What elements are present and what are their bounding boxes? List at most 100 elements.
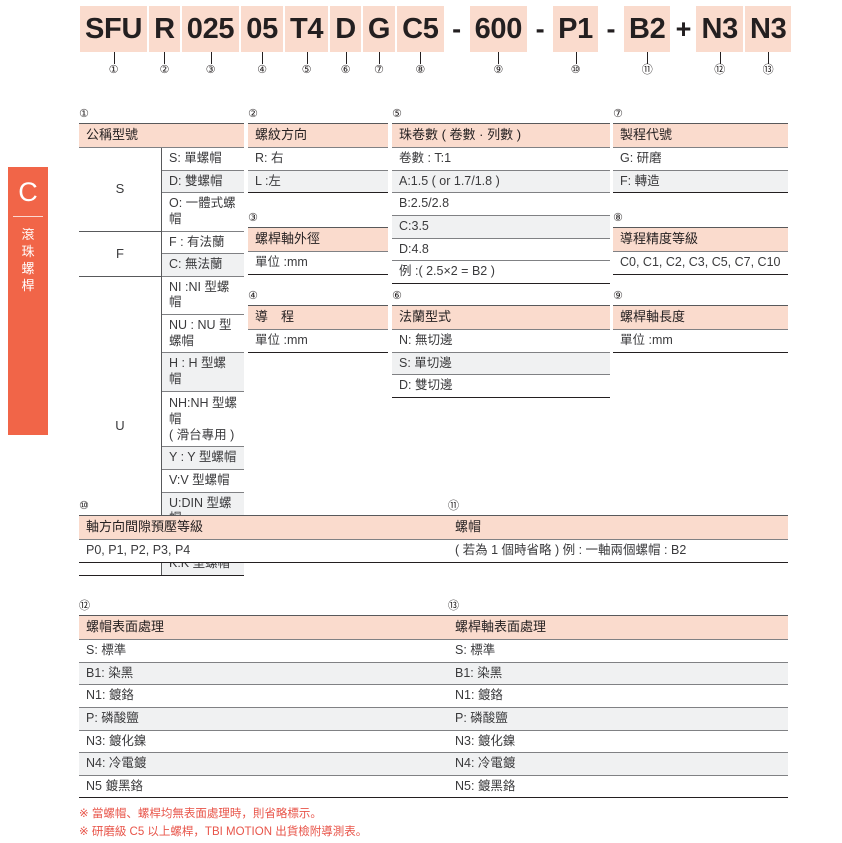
section-2-number: ② [248,108,258,120]
section-7-number: ⑦ [613,108,623,120]
designation-code-cell: 025 [181,6,240,52]
section-6-flange-type: ⑥ 法蘭型式 N: 無切邊 S: 單切邊 D: 雙切邊 [392,290,610,398]
section-7-header: 製程代號 [613,123,788,148]
table-row: N4: 冷電鍍 [448,752,788,776]
section-9-header: 螺桿軸長度 [613,305,788,330]
designation-code-row: SFU R 025 05 T4 D G C5-600- P1- B2 + N3 N3 [80,6,793,52]
section-11-nut-count: ⑪ 螺帽 ( 若為 1 個時省略 ) 例 : 一軸兩個螺帽 : B2 [448,500,788,563]
table-row: Y : Y 型螺帽 [161,446,244,470]
section-12-nut-surface-treatment: ⑫ 螺帽表面處理 S: 標準 B1: 染黑 N1: 鍍鉻 P: 磷酸鹽 N3: … [79,600,449,799]
section-5-table: 珠卷數 ( 卷數 · 列數 ) 卷數 : T:1 A:1.5 ( or 1.7/… [392,123,610,284]
section-3-table: 螺桿軸外徑 單位 :mm [248,227,388,275]
section-6-table: 法蘭型式 N: 無切邊 S: 單切邊 D: 雙切邊 [392,305,610,398]
section-5-ball-circuits: ⑤ 珠卷數 ( 卷數 · 列數 ) 卷數 : T:1 A:1.5 ( or 1.… [392,108,610,284]
table-row: P0, P1, P2, P3, P4 [79,539,449,563]
table-row: A:1.5 ( or 1.7/1.8 ) [392,169,610,194]
table-row: P: 磷酸鹽 [79,706,449,731]
table-row: ( 若為 1 個時省略 ) 例 : 一軸兩個螺帽 : B2 [448,539,788,563]
leader-line [647,52,649,64]
leader-marker: ⑪ [641,64,653,76]
table-row: 卷數 : T:1 [392,147,610,171]
section-1-header: 公稱型號 [79,123,244,148]
designation-code-cell: R [149,6,180,52]
table-row: L :左 [248,169,388,194]
leader-marker: ⑦ [374,64,384,76]
leader-marker: ⑤ [301,64,312,76]
table-row: D: 雙螺帽 [161,169,244,194]
table-row: V:V 型螺帽 [161,468,244,493]
table-row: C: 無法蘭 [161,253,244,277]
footnote-2: ※ 研磨級 C5 以上螺桿，TBI MOTION 出貨檢附導測表。 [79,825,368,838]
leader-marker: ⑩ [570,64,581,76]
table-row: P: 磷酸鹽 [448,706,788,731]
designation-code-cell: D [330,6,361,52]
table-row: D:4.8 [392,237,610,262]
table-row: C0, C1, C2, C3, C5, C7, C10 [613,251,788,275]
designation-code-cell: N3 [744,6,792,52]
table-row: B1: 染黑 [79,661,449,686]
section-13-header: 螺桿軸表面處理 [448,615,788,640]
leader-marker: ⑨ [493,64,504,76]
section-3-header: 螺桿軸外徑 [248,227,388,252]
section-2-thread-direction: ② 螺紋方向 R: 右 L :左 [248,108,388,194]
table-row: N1: 鍍鉻 [448,684,788,708]
table-row: S: 標準 [448,639,788,663]
leader-line [113,52,115,64]
section-2-header: 螺紋方向 [248,123,388,148]
leader-marker: ⑬ [762,64,774,76]
section-10-header: 軸方向間隙預壓等級 [79,515,449,540]
section-2-table: 螺紋方向 R: 右 L :左 [248,123,388,194]
chapter-label: 滾珠螺桿 [21,227,35,294]
chapter-letter: C [18,177,38,207]
leader-line [306,52,308,64]
table-row: 例 :( 2.5×2 = B2 ) [392,260,610,284]
designation-code-cell: G [362,6,396,52]
section-10-table: 軸方向間隙預壓等級 P0, P1, P2, P3, P4 [79,515,449,563]
table-row: F : 有法蘭 [161,230,244,255]
leader-marker: ① [108,64,119,76]
leader-line [575,52,577,64]
section-12-table: 螺帽表面處理 S: 標準 B1: 染黑 N1: 鍍鉻 P: 磷酸鹽 N3: 鍍化… [79,615,449,799]
table-row: 單位 :mm [248,251,388,275]
designation-separator: - [452,13,462,44]
section-3-number: ③ [248,212,258,224]
section-13-shaft-surface-treatment: ⑬ 螺桿軸表面處理 S: 標準 B1: 染黑 N1: 鍍鉻 P: 磷酸鹽 N3:… [448,600,788,799]
leader-line [420,52,422,64]
designation-code-cell: C5 [397,6,444,52]
table-row: N5: 鍍黑鉻 [448,774,788,799]
leader-line [210,52,212,64]
leader-marker: ③ [205,64,216,76]
table-row: S: 單螺帽 [161,147,244,171]
chapter-divider [13,216,43,217]
table-row: N4: 冷電鍍 [79,752,449,776]
section-12-number: ⑫ [79,600,90,612]
leader-line [719,52,721,64]
table-row: G: 研磨 [613,147,788,171]
leader-marker: ⑫ [714,64,726,76]
table-row: N3: 鍍化鎳 [79,729,449,754]
designation-separator: - [535,13,545,44]
section-5-header: 珠卷數 ( 卷數 · 列數 ) [392,123,610,148]
section-11-number: ⑪ [448,500,459,512]
leader-line [262,52,264,64]
leader-line [164,52,166,64]
table-row: H : H 型螺帽 [161,352,244,392]
table-row: B1: 染黑 [448,661,788,686]
footnote-1: ※ 當螺帽、螺桿均無表面處理時，則省略標示。 [79,808,322,820]
section-8-table: 導程精度等級 C0, C1, C2, C3, C5, C7, C10 [613,227,788,275]
chapter-side-tab: C 滾珠螺桿 [8,167,48,435]
section-9-table: 螺桿軸長度 單位 :mm [613,305,788,353]
table-row: O: 一體式螺帽 [161,192,244,232]
table-row: F: 轉造 [613,169,788,194]
designation-code-cell: SFU [80,6,148,52]
section-11-header: 螺帽 [448,515,788,540]
section-11-table: 螺帽 ( 若為 1 個時省略 ) 例 : 一軸兩個螺帽 : B2 [448,515,788,563]
leader-line [378,52,380,64]
designation-code-cell: N3 [696,6,743,52]
section-8-header: 導程精度等級 [613,227,788,252]
table-row: NH:NH 型螺帽 ( 滑台專用 ) [161,390,244,448]
section-9-shaft-length: ⑨ 螺桿軸長度 單位 :mm [613,290,788,353]
designation-code-cell: P1 [553,6,598,52]
footnotes: ※ 當螺帽、螺桿均無表面處理時，則省略標示。 ※ 研磨級 C5 以上螺桿，TBI… [79,806,367,842]
